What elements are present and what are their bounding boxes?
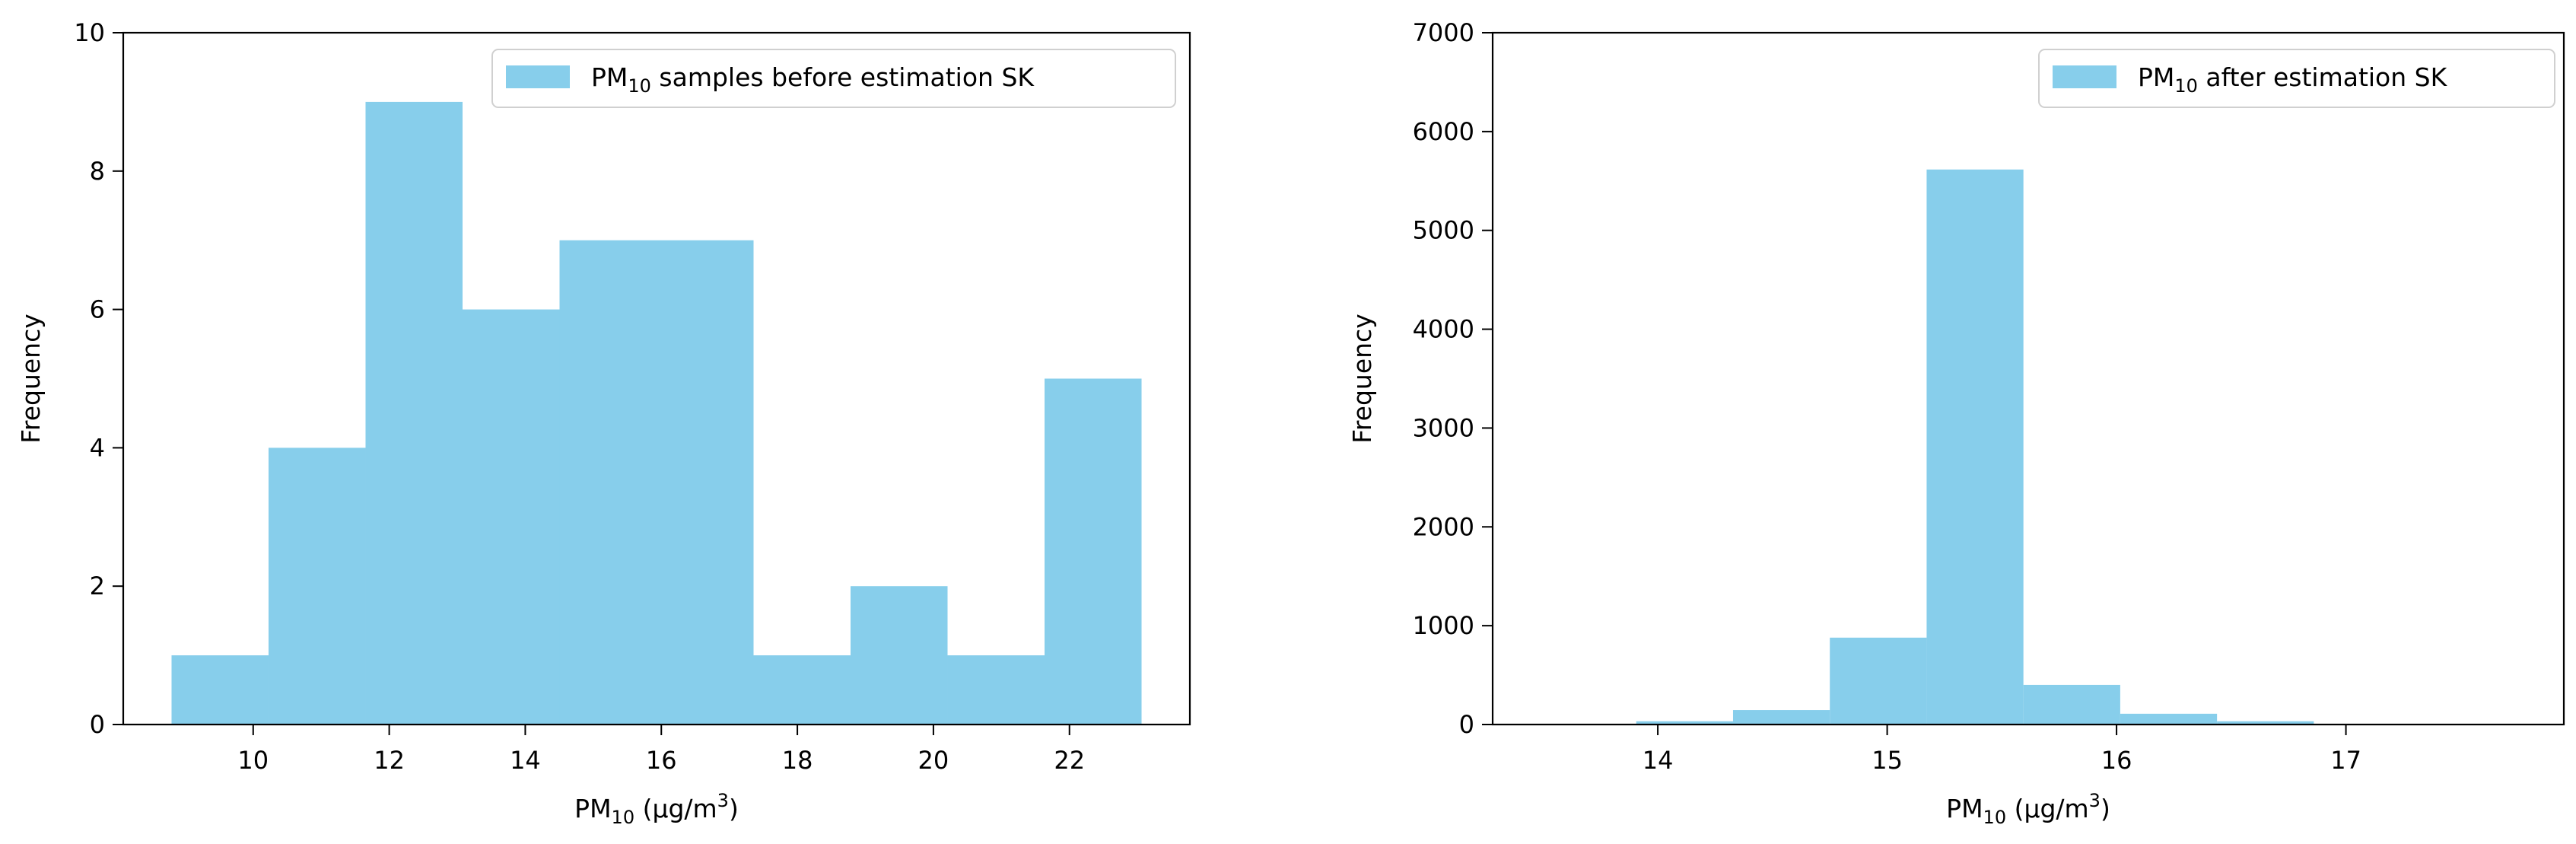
histogram-panel-2: 14 15 16 1701000200030004000500060007000PM1… xyxy=(1347,18,2565,828)
y-tick-label: 2000 xyxy=(1413,512,1474,541)
y-tick-label: 4 xyxy=(90,433,105,462)
histogram-bar xyxy=(2023,684,2120,725)
x-label-main: PM xyxy=(574,794,611,823)
y-tick-label: 8 xyxy=(90,157,105,186)
x-label-main: PM xyxy=(1946,794,1983,823)
y-tick-label: 6000 xyxy=(1413,117,1474,146)
y-axis-label: Frequency xyxy=(16,314,46,443)
legend-rest: after estimation SK xyxy=(2198,62,2448,92)
x-tick-label: 10 xyxy=(237,746,269,775)
y-tick-label: 6 xyxy=(90,295,105,324)
x-tick-label: 15 xyxy=(1872,746,1903,775)
legend-rest: samples before estimation SK xyxy=(651,62,1035,92)
x-tick-label: 12 xyxy=(374,746,405,775)
legend-box xyxy=(2038,49,2555,108)
x-label-end: ) xyxy=(729,794,739,823)
legend-main: PM xyxy=(2138,62,2174,92)
x-label-superscript: 3 xyxy=(717,790,729,811)
legend-subscript: 10 xyxy=(2174,75,2198,97)
legend: PM10 after estimation SK xyxy=(2038,49,2555,108)
histogram-bar xyxy=(268,447,366,725)
legend-subscript: 10 xyxy=(628,75,651,97)
y-tick-label: 5000 xyxy=(1413,216,1474,245)
y-tick-label: 3000 xyxy=(1413,413,1474,442)
y-tick-label: 2 xyxy=(90,572,105,600)
x-label-subscript: 10 xyxy=(1983,807,2007,828)
legend-label: PM10 samples before estimation SK xyxy=(591,62,1035,97)
histogram-bar xyxy=(2217,721,2314,725)
x-tick-label: 14 xyxy=(510,746,541,775)
legend-label: PM10 after estimation SK xyxy=(2138,62,2448,97)
axes-frame xyxy=(1491,31,2565,726)
histogram-bar xyxy=(1045,378,1142,725)
histogram-bar xyxy=(1732,710,1830,725)
x-label-unit: (µg/m xyxy=(634,794,717,823)
x-tick-label: 17 xyxy=(2330,746,2361,775)
y-tick-label: 0 xyxy=(90,710,105,739)
x-label-end: ) xyxy=(2101,794,2110,823)
legend: PM10 samples before estimation SK xyxy=(491,49,1176,108)
x-tick-label: 22 xyxy=(1054,746,1085,775)
y-tick-label: 7000 xyxy=(1413,18,1474,47)
x-label-unit: (µg/m xyxy=(2006,794,2089,823)
histogram-bar xyxy=(753,655,851,725)
x-tick-label: 18 xyxy=(782,746,813,775)
x-tick-label: 16 xyxy=(2101,746,2132,775)
histogram-bar xyxy=(2120,713,2218,725)
y-axis-label: Frequency xyxy=(1347,314,1377,443)
histogram-bar xyxy=(1926,169,2024,725)
legend-swatch xyxy=(2053,65,2116,88)
legend-main: PM xyxy=(591,62,628,92)
histogram-bar xyxy=(1830,637,1927,725)
x-axis-label: PM10 (µg/m3) xyxy=(574,790,739,828)
x-tick-label: 20 xyxy=(918,746,949,775)
histogram-bar xyxy=(947,655,1045,725)
histogram-bar xyxy=(851,586,948,725)
x-tick-label: 16 xyxy=(646,746,677,775)
legend-box xyxy=(491,49,1176,108)
histogram-bar xyxy=(171,655,269,725)
y-tick-label: 0 xyxy=(1459,710,1474,739)
histogram-bar xyxy=(1636,721,1733,725)
y-tick-label: 1000 xyxy=(1413,611,1474,640)
x-tick-label: 14 xyxy=(1643,746,1674,775)
x-label-superscript: 3 xyxy=(2089,790,2101,811)
histogram-bar xyxy=(559,240,657,725)
x-axis-label: PM10 (µg/m3) xyxy=(1946,790,2110,828)
histogram-bar xyxy=(365,101,463,725)
legend-swatch xyxy=(506,65,570,88)
histogram-bar xyxy=(657,240,754,725)
y-tick-label: 10 xyxy=(74,18,105,47)
x-label-subscript: 10 xyxy=(612,807,635,828)
histogram-bar xyxy=(462,309,560,725)
y-tick-label: 4000 xyxy=(1413,315,1474,344)
axes-frame xyxy=(122,31,1191,726)
